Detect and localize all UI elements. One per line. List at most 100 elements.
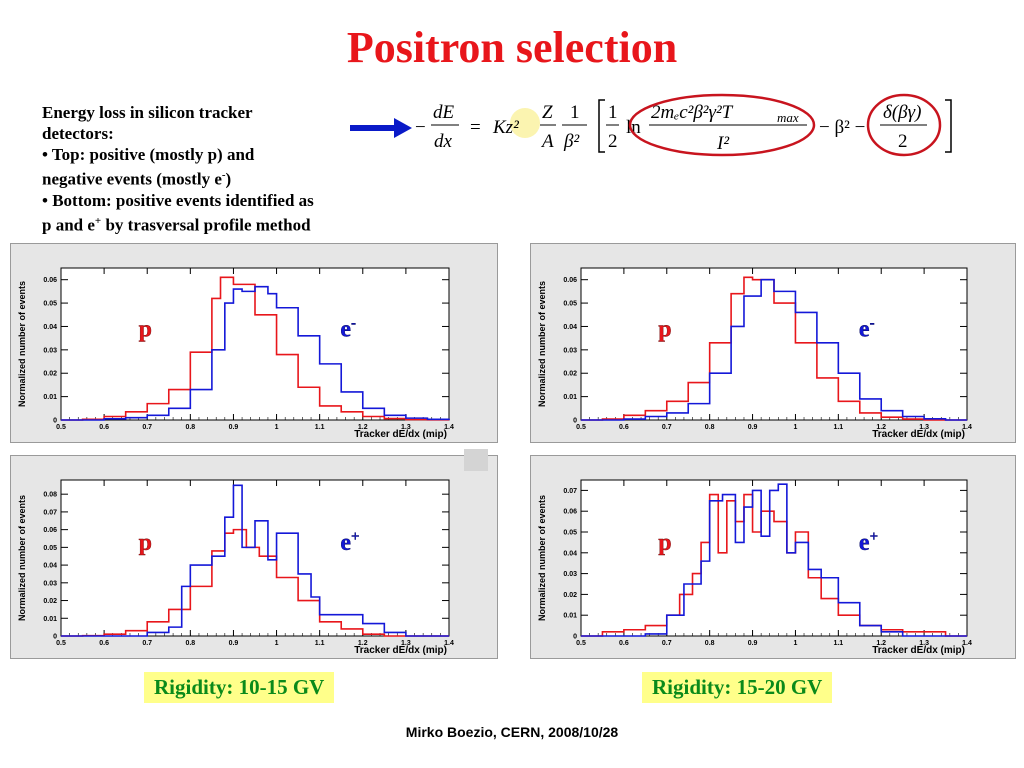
bethe-bloch-formula: − dE dx = Kz² Z A 1 β² 1 2 ln 2mₑc²β²γ²T… (415, 93, 952, 157)
x-tick-label: 0.7 (142, 640, 152, 647)
y-tick-label: 0.07 (563, 488, 577, 495)
svg-text:δ(βγ): δ(βγ) (883, 102, 921, 123)
footer-credit: Mirko Boezio, CERN, 2008/10/28 (405, 724, 619, 740)
x-axis-label: Tracker dE/dx (mip) (872, 645, 965, 656)
histogram-svg: 0.5 0.6 0.7 0.8 0.9 1 1.1 1.2 1.3 1.4 0 0.01 0.02 0.0… (537, 267, 972, 440)
y-axis-label: Normalized number of events (17, 281, 27, 407)
x-tick-label: 1.4 (962, 640, 972, 647)
proton-label: p (139, 316, 152, 342)
x-tick-label: 0.5 (56, 424, 66, 431)
x-tick-label: 0.9 (229, 640, 239, 647)
x-tick-label: 0.8 (705, 424, 715, 431)
svg-text:Kz²: Kz² (492, 117, 519, 138)
svg-text:2mₑc²β²γ²T: 2mₑc²β²γ²T (651, 102, 734, 123)
x-tick-label: 1.3 (919, 424, 929, 431)
svg-text:I²: I² (716, 133, 729, 154)
x-tick-label: 0.5 (576, 640, 586, 647)
y-tick-label: 0.02 (43, 371, 57, 378)
y-tick-label: 0 (53, 634, 57, 641)
x-tick-label: 1 (275, 424, 279, 431)
y-tick-label: 0.03 (43, 347, 57, 354)
x-tick-label: 1 (793, 640, 797, 647)
y-tick-label: 0.06 (43, 277, 57, 284)
x-tick-label: 1.4 (444, 640, 454, 647)
y-tick-label: 0.03 (563, 571, 577, 578)
y-axis-label: Normalized number of events (537, 281, 547, 407)
svg-text:2: 2 (898, 131, 908, 152)
svg-text:1: 1 (570, 102, 580, 123)
y-tick-label: 0.05 (563, 301, 577, 308)
y-tick-label: 0.02 (43, 598, 57, 605)
desc-line: detectors: (42, 124, 114, 143)
x-tick-label: 1.2 (876, 640, 886, 647)
histogram-bottom-right: 0.5 0.6 0.7 0.8 0.9 1 1.1 1.2 1.3 1.4 0 0.01 0.02 0.0… (530, 455, 1016, 659)
y-tick-label: 0.02 (563, 592, 577, 599)
y-tick-label: 0.02 (563, 371, 577, 378)
plot-frame (60, 479, 450, 637)
x-tick-label: 0.8 (185, 424, 195, 431)
histogram-series (61, 528, 449, 637)
slide-title: Positron selection (346, 23, 678, 72)
x-tick-label: 0.5 (56, 640, 66, 647)
proton-label: p (658, 316, 671, 342)
y-tick-label: 0.01 (43, 616, 57, 623)
y-tick-label: 0.04 (563, 550, 577, 557)
histogram-series (61, 276, 450, 421)
proton-label: p (139, 530, 152, 556)
x-axis-label: Tracker dE/dx (mip) (354, 429, 447, 440)
decorative-square (464, 449, 488, 471)
x-tick-label: 0.6 (619, 640, 629, 647)
x-tick-label: 1.3 (919, 640, 929, 647)
y-tick-label: 0.01 (563, 613, 577, 620)
y-tick-label: 0.05 (563, 530, 577, 537)
description: Energy loss in silicon tracker detectors… (42, 102, 422, 235)
histogram-svg: 0.5 0.6 0.7 0.8 0.9 1 1.1 1.2 1.3 1.4 0 0.01 0.02 0.0… (537, 479, 972, 656)
histogram-series (61, 285, 450, 421)
x-tick-label: 1.1 (833, 640, 843, 647)
x-tick-label: 1.2 (358, 424, 368, 431)
x-tick-label: 1.4 (962, 424, 972, 431)
histogram-series (581, 276, 967, 421)
x-tick-label: 0.8 (185, 640, 195, 647)
y-tick-label: 0.05 (43, 301, 57, 308)
svg-text:dx: dx (434, 131, 453, 152)
y-tick-label: 0.06 (563, 277, 577, 284)
histogram-top-right: 0.5 0.6 0.7 0.8 0.9 1 1.1 1.2 1.3 1.4 0 0.01 0.02 0.0… (530, 243, 1016, 443)
plot-frame (580, 479, 968, 637)
histogram-svg: 0.5 0.6 0.7 0.8 0.9 1 1.1 1.2 1.3 1.4 0 0.01 0.02 0.0… (17, 479, 454, 656)
y-tick-label: 0.06 (43, 527, 57, 534)
x-tick-label: 0.9 (229, 424, 239, 431)
svg-text:A: A (540, 131, 554, 152)
y-axis-label: Normalized number of events (537, 495, 547, 621)
x-tick-label: 0.6 (99, 424, 109, 431)
y-tick-label: 0.03 (563, 347, 577, 354)
y-tick-label: 0 (573, 418, 577, 425)
desc-line: p and e+ by trasversal profile method (42, 214, 311, 235)
y-axis-label: Normalized number of events (17, 495, 27, 621)
x-tick-label: 1.3 (401, 640, 411, 647)
y-tick-label: 0.01 (43, 394, 57, 401)
proton-label: p (658, 530, 671, 556)
svg-text:2: 2 (608, 131, 618, 152)
x-tick-label: 1.4 (444, 424, 454, 431)
y-tick-label: 0.04 (563, 324, 577, 331)
y-tick-label: 0 (53, 418, 57, 425)
histogram-series (61, 484, 449, 637)
y-tick-label: 0.07 (43, 509, 57, 516)
x-tick-label: 0.6 (619, 424, 629, 431)
histogram-top-left: 0.5 0.6 0.7 0.8 0.9 1 1.1 1.2 1.3 1.4 0 0.01 0.02 0.0… (10, 243, 498, 443)
y-tick-label: 0 (573, 634, 577, 641)
x-axis-label: Tracker dE/dx (mip) (872, 429, 965, 440)
svg-text:dE: dE (433, 102, 455, 123)
x-tick-label: 1.1 (315, 424, 325, 431)
svg-text:max: max (777, 110, 799, 125)
svg-text:− β² −: − β² − (819, 117, 865, 138)
y-tick-label: 0.06 (563, 509, 577, 516)
desc-line: • Bottom: positive events identified as (42, 190, 314, 210)
svg-text:=: = (470, 117, 481, 138)
x-tick-label: 1 (275, 640, 279, 647)
x-axis-label: Tracker dE/dx (mip) (354, 645, 447, 656)
desc-line: • Top: positive (mostly p) and (42, 145, 255, 164)
x-tick-label: 1.3 (401, 424, 411, 431)
histogram-bottom-left: 0.5 0.6 0.7 0.8 0.9 1 1.1 1.2 1.3 1.4 0 0.01 0.02 0.0… (10, 455, 498, 659)
